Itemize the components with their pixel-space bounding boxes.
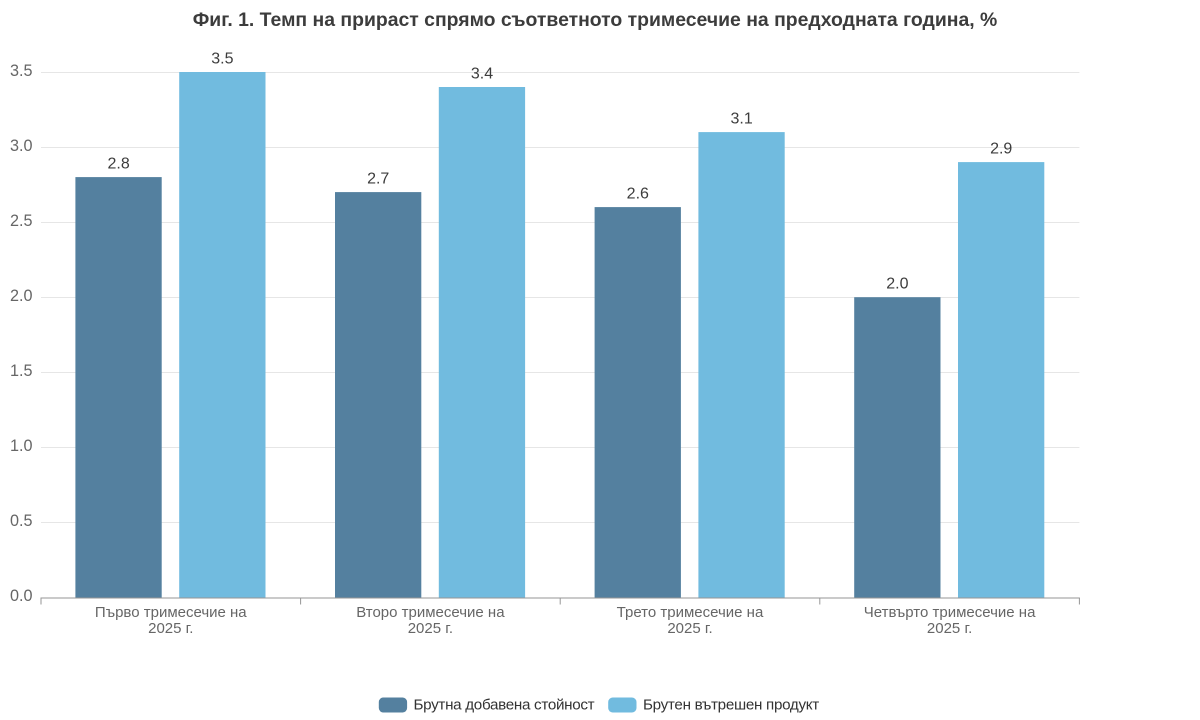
- svg-text:2025 г.: 2025 г.: [927, 620, 972, 637]
- svg-text:0.0: 0.0: [10, 587, 33, 605]
- svg-text:3.1: 3.1: [730, 111, 752, 128]
- svg-text:3.4: 3.4: [471, 66, 493, 83]
- svg-text:2.0: 2.0: [10, 287, 33, 305]
- svg-text:Трето тримесечие на: Трето тримесечие на: [617, 604, 764, 621]
- svg-text:2.8: 2.8: [107, 156, 129, 173]
- svg-text:2025 г.: 2025 г.: [408, 620, 453, 637]
- svg-text:2.7: 2.7: [367, 171, 389, 188]
- svg-text:3.5: 3.5: [10, 62, 33, 80]
- svg-text:2025 г.: 2025 г.: [667, 620, 712, 637]
- svg-text:2.6: 2.6: [627, 186, 649, 203]
- svg-text:2025 г.: 2025 г.: [148, 620, 193, 637]
- svg-text:2.5: 2.5: [10, 212, 33, 230]
- svg-text:3.5: 3.5: [211, 51, 233, 68]
- svg-text:0.5: 0.5: [10, 512, 33, 530]
- svg-text:2.0: 2.0: [886, 276, 908, 293]
- svg-text:Четвърто тримесечие на: Четвърто тримесечие на: [864, 604, 1036, 621]
- svg-text:1.5: 1.5: [10, 362, 33, 380]
- svg-text:Първо тримесечие на: Първо тримесечие на: [95, 604, 247, 621]
- svg-text:2.9: 2.9: [990, 141, 1012, 158]
- svg-text:Брутна добавена стойност: Брутна добавена стойност: [414, 697, 595, 714]
- svg-text:1.0: 1.0: [10, 437, 33, 455]
- svg-text:Второ тримесечие на: Второ тримесечие на: [356, 604, 505, 621]
- svg-text:Брутен вътрешен продукт: Брутен вътрешен продукт: [643, 697, 819, 714]
- svg-text:Фиг. 1. Темп на прираст спрямо: Фиг. 1. Темп на прираст спрямо съответно…: [193, 9, 998, 31]
- svg-text:3.0: 3.0: [10, 137, 33, 155]
